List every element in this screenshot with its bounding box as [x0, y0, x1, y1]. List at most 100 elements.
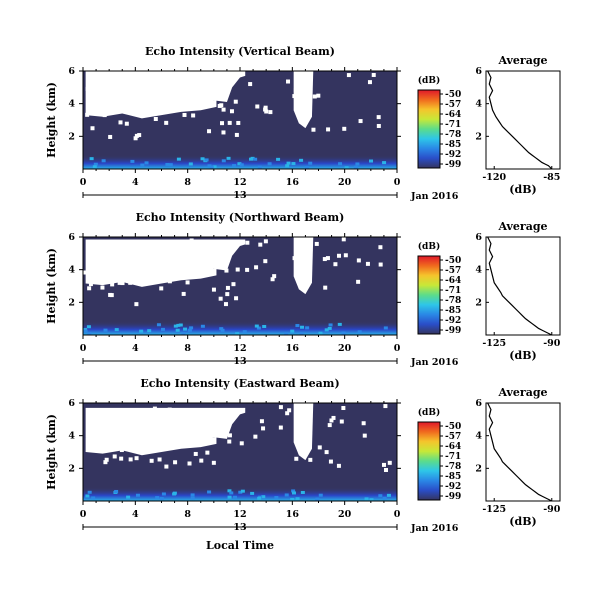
profile-y-tick-label: 2: [475, 463, 482, 474]
no-data-speck: [157, 268, 162, 273]
echo-speck: [341, 331, 346, 335]
no-data-speck: [128, 280, 133, 285]
no-data-speck: [167, 436, 172, 441]
no-data-speck: [294, 429, 299, 434]
no-data-region: [85, 71, 246, 111]
no-data-speck: [325, 256, 330, 261]
no-data-speck: [104, 457, 109, 462]
date-tick-label: 13: [233, 522, 246, 533]
no-data-speck: [255, 104, 260, 109]
no-data-speck: [356, 279, 361, 284]
no-data-speck: [88, 282, 93, 287]
echo-speck: [227, 495, 232, 499]
no-data-speck: [263, 259, 268, 264]
no-data-speck: [293, 88, 298, 93]
no-data-speck: [199, 458, 204, 463]
echo-speck: [176, 323, 181, 327]
x-tick-label: 12: [233, 509, 246, 520]
colorbar-tick-label: -71: [445, 452, 461, 462]
no-data-speck: [225, 292, 230, 297]
echo-speck: [253, 157, 258, 161]
echo-speck: [295, 497, 300, 501]
no-data-speck: [149, 110, 154, 115]
profile-frame: [485, 70, 561, 170]
no-data-speck: [229, 109, 234, 114]
colorbar-tick-label: -57: [445, 100, 461, 110]
no-data-speck: [124, 414, 129, 419]
no-data-speck: [98, 279, 103, 284]
profile-title: Average: [497, 220, 547, 233]
no-data-speck: [119, 456, 124, 461]
echo-speck: [209, 165, 214, 169]
echo-speck: [204, 158, 209, 162]
echo-speck: [300, 325, 305, 329]
profile-frame: [485, 402, 561, 502]
echo-speck: [256, 326, 261, 330]
no-data-speck: [168, 104, 173, 109]
colorbar-tick-label: -92: [445, 150, 461, 160]
no-data-speck: [110, 279, 115, 284]
echo-speck: [139, 329, 144, 333]
panel-title: Echo Intensity (Vertical Beam): [145, 45, 335, 58]
echo-speck: [338, 162, 343, 166]
echo-speck: [212, 165, 217, 169]
echo-speck: [232, 164, 237, 168]
echo-speck: [290, 329, 295, 333]
echo-speck: [178, 323, 183, 327]
x-tick-label: 20: [338, 177, 352, 188]
x-tick-label: 0: [394, 177, 401, 188]
echo-speck: [242, 330, 247, 334]
colorbar-tick-label: -85: [445, 306, 461, 316]
no-data-speck: [227, 439, 232, 444]
panel-title: Echo Intensity (Eastward Beam): [140, 377, 339, 390]
no-data-speck: [192, 425, 197, 430]
y-tick-label: 4: [68, 99, 75, 110]
no-data-speck: [120, 107, 125, 112]
echo-speck: [140, 163, 145, 167]
no-data-speck: [215, 258, 220, 263]
echo-speck: [114, 489, 119, 493]
x-tick-label: 16: [286, 177, 300, 188]
colorbar-tick-label: -64: [445, 442, 461, 452]
no-data-speck: [211, 100, 216, 105]
colorbar-tick-label: -50: [445, 90, 461, 100]
echo-speck: [357, 330, 362, 334]
echo-speck: [250, 491, 255, 495]
echo-speck: [238, 490, 243, 494]
echo-speck: [267, 162, 272, 166]
profile-y-tick-label: 4: [475, 265, 482, 276]
no-data-speck: [221, 245, 226, 250]
no-data-speck: [239, 441, 244, 446]
no-data-speck: [191, 113, 196, 118]
profile-y-tick-label: 2: [475, 297, 482, 308]
no-data-speck: [376, 123, 381, 128]
echo-speck: [318, 331, 323, 335]
echo-speck: [200, 324, 205, 328]
no-data-speck: [329, 418, 334, 423]
profile-x-tick-label: -90: [543, 338, 561, 349]
no-data-speck: [112, 429, 117, 434]
echo-speck: [219, 327, 224, 331]
no-data-speck: [205, 450, 210, 455]
no-data-speck: [258, 242, 263, 247]
no-data-speck: [145, 427, 150, 432]
no-data-speck: [253, 434, 258, 439]
echo-speck: [284, 493, 289, 497]
echo-speck: [175, 328, 180, 332]
no-data-speck: [164, 464, 169, 469]
no-data-speck: [384, 467, 389, 472]
no-data-speck: [181, 291, 186, 296]
echo-speck: [274, 496, 279, 500]
no-data-speck: [225, 285, 230, 290]
echo-speck: [173, 324, 178, 328]
no-data-speck: [285, 411, 290, 416]
echo-speck: [337, 322, 342, 326]
echo-speck: [114, 328, 119, 332]
echo-speck: [159, 497, 164, 501]
echo-speck: [200, 157, 205, 161]
echo-speck: [93, 162, 98, 166]
no-data-speck: [110, 71, 115, 76]
no-data-speck: [170, 85, 175, 90]
no-data-speck: [204, 411, 209, 416]
date-label: Jan 2016: [410, 357, 459, 368]
